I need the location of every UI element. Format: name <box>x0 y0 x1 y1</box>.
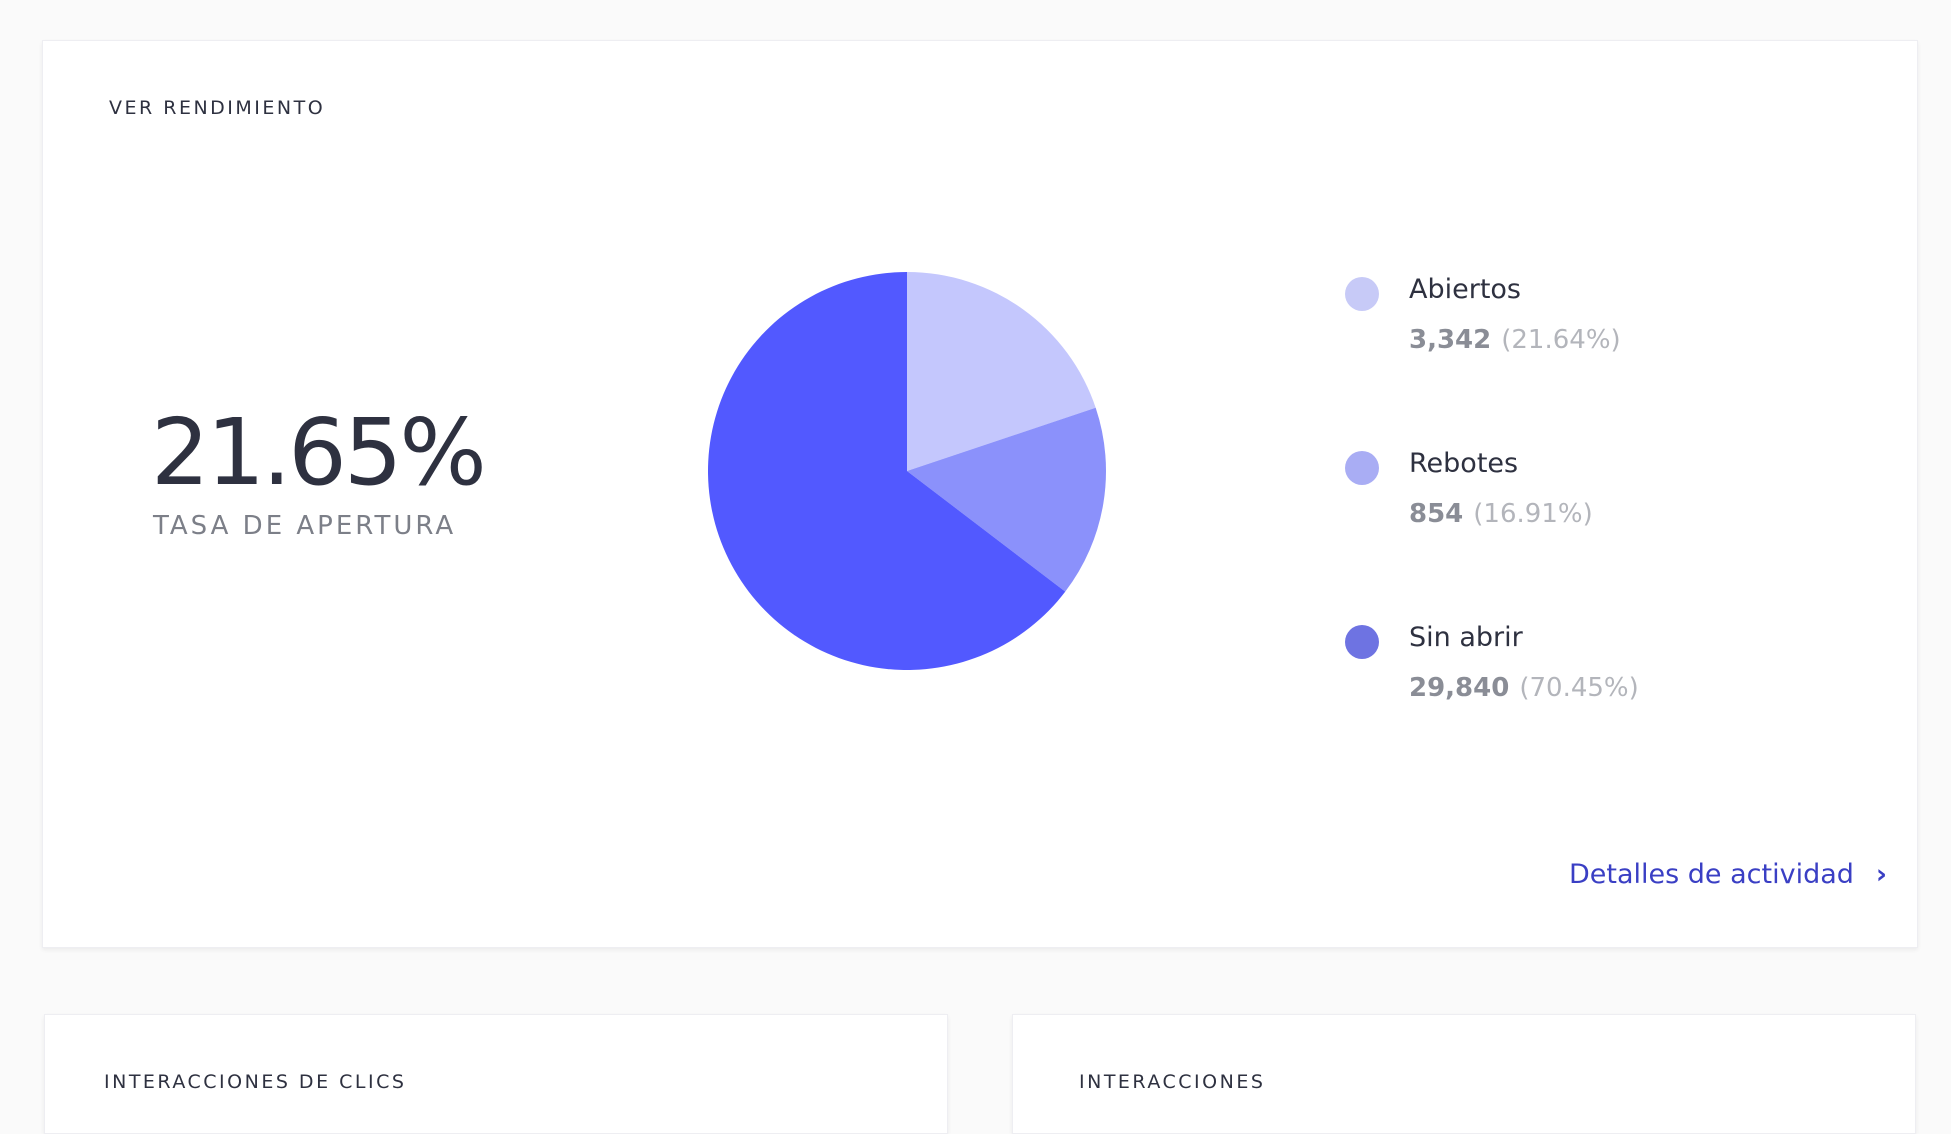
pie-slice <box>708 272 1066 670</box>
card-title: VER RENDIMIENTO <box>109 97 326 119</box>
legend-stats: 3,342 (21.64%) <box>1409 325 1621 355</box>
legend-percent: (70.45%) <box>1519 673 1639 703</box>
legend-name: Abiertos <box>1409 274 1521 305</box>
pie-chart <box>708 272 1106 670</box>
legend-name: Sin abrir <box>1409 622 1523 653</box>
legend-dot <box>1345 451 1379 485</box>
legend-dot <box>1345 625 1379 659</box>
activity-link[interactable]: Detalles de actividad › <box>1569 859 1887 890</box>
legend-count: 3,342 <box>1409 325 1492 355</box>
legend-name: Rebotes <box>1409 448 1519 479</box>
legend-dot <box>1345 277 1379 311</box>
legend-percent: (21.64%) <box>1501 325 1621 355</box>
open-rate-label: TASA DE APERTURA <box>153 511 457 541</box>
legend-count: 29,840 <box>1409 673 1510 703</box>
legend-stats: 29,840 (70.45%) <box>1409 673 1639 703</box>
legend-stats: 854 (16.91%) <box>1409 499 1593 529</box>
performance-card: VER RENDIMIENTO 21.65% TASA DE APERTURA … <box>42 40 1918 948</box>
page: VER RENDIMIENTO 21.65% TASA DE APERTURA … <box>42 40 1918 1134</box>
legend-count: 854 <box>1409 499 1464 529</box>
clicks-card: INTERACCIONES DE CLICS <box>44 1014 948 1134</box>
pie-slice <box>907 407 1106 592</box>
chevron-icon[interactable]: › <box>1875 859 1888 890</box>
interactions-card: INTERACCIONES <box>1012 1014 1916 1134</box>
card-title: INTERACCIONES DE CLICS <box>104 1071 407 1093</box>
card-title: INTERACCIONES <box>1079 1071 1266 1093</box>
pie-slice <box>907 272 1096 471</box>
open-rate: 21.65% <box>151 399 487 506</box>
legend-percent: (16.91%) <box>1473 499 1593 529</box>
link-label[interactable]: Detalles de actividad <box>1569 859 1854 890</box>
